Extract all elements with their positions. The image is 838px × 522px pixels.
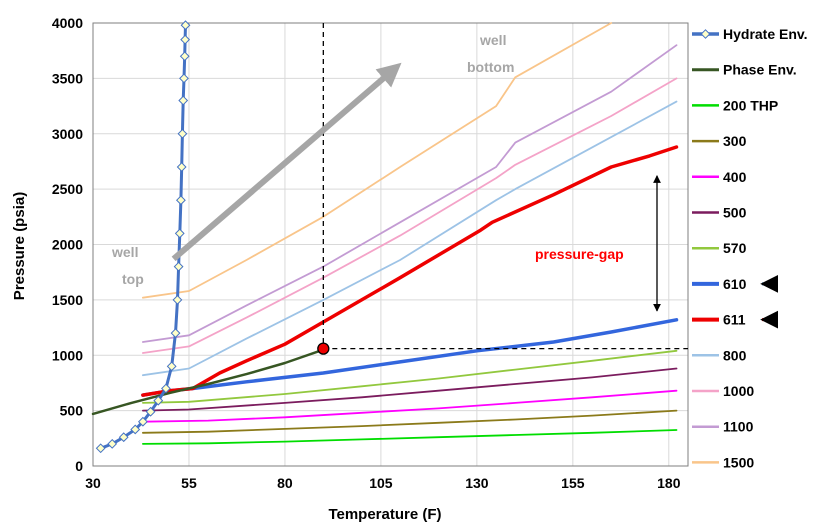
y-tick-label: 1500 bbox=[52, 292, 83, 308]
legend-label-1500: 1500 bbox=[723, 454, 754, 470]
legend-label-hydrate-env: Hydrate Env. bbox=[723, 26, 808, 42]
legend-label-500: 500 bbox=[723, 205, 747, 221]
series-line-phase-env bbox=[91, 348, 325, 416]
legend-label-611: 611 bbox=[723, 312, 746, 328]
series-line-hydrate-env bbox=[99, 23, 187, 450]
legend-label-1100: 1100 bbox=[723, 419, 754, 435]
series-line-1000 bbox=[141, 77, 678, 354]
hydrate-marker bbox=[170, 328, 181, 339]
legend-label-200-thp: 200 THP bbox=[723, 97, 778, 113]
axes: 30 55 80 105 130 155 180 0 500 1000 1500 2000 2500 30… bbox=[52, 15, 689, 491]
hydrate-marker bbox=[180, 34, 191, 45]
y-tick-label: 2000 bbox=[52, 237, 83, 253]
well-bottom-label-line2: bottom bbox=[467, 59, 514, 75]
well-top-label-line1: well bbox=[111, 244, 138, 260]
series-line-610 bbox=[141, 318, 679, 397]
y-tick-label: 3500 bbox=[52, 70, 83, 86]
legend-label-300: 300 bbox=[723, 133, 747, 149]
series-line-800 bbox=[141, 100, 678, 377]
legend-label-570: 570 bbox=[723, 240, 747, 256]
series-line-500 bbox=[141, 367, 678, 412]
y-tick-label: 1000 bbox=[52, 347, 83, 363]
hydrate-marker bbox=[173, 261, 184, 272]
hydrate-marker bbox=[179, 51, 190, 62]
y-tick-label: 3000 bbox=[52, 126, 83, 142]
series-line-570 bbox=[141, 349, 678, 404]
y-tick-label: 0 bbox=[75, 458, 83, 474]
annotations: well top well bottom pressure-gap bbox=[111, 23, 688, 355]
hydrate-marker bbox=[177, 128, 188, 139]
well-top-label-line2: top bbox=[122, 271, 144, 287]
x-tick-label: 130 bbox=[465, 475, 489, 491]
hydrate-marker bbox=[161, 383, 171, 394]
hydrate-marker bbox=[175, 195, 186, 206]
hydrate-marker bbox=[118, 432, 129, 443]
markers-group bbox=[95, 20, 191, 454]
operating-point-marker bbox=[317, 342, 330, 355]
legend-label-800: 800 bbox=[723, 347, 747, 363]
y-tick-label: 500 bbox=[60, 403, 84, 419]
series-line-200-thp bbox=[141, 429, 678, 445]
hydrate-marker bbox=[107, 438, 118, 449]
hydrate-marker bbox=[174, 228, 185, 239]
x-tick-label: 55 bbox=[181, 475, 197, 491]
legend-label-610: 610 bbox=[723, 276, 747, 292]
hydrate-marker bbox=[176, 162, 187, 172]
legend-label-400: 400 bbox=[723, 169, 747, 185]
series-line-400 bbox=[141, 389, 678, 423]
series-line-300 bbox=[141, 409, 678, 434]
series-line-1500 bbox=[141, 22, 613, 299]
well-direction-arrow bbox=[171, 62, 402, 262]
x-tick-label: 155 bbox=[561, 475, 585, 491]
legend-label-1000: 1000 bbox=[723, 383, 754, 399]
hydrate-marker bbox=[178, 95, 189, 106]
series-line-611 bbox=[141, 145, 679, 397]
y-tick-label: 2500 bbox=[52, 181, 83, 197]
legend: Hydrate Env. Phase Env. 200 THP 300 400 500 57… bbox=[692, 26, 808, 470]
hydrate-marker bbox=[166, 361, 177, 372]
y-tick-label: 4000 bbox=[52, 15, 83, 31]
x-tick-label: 80 bbox=[277, 475, 293, 491]
x-tick-label: 30 bbox=[85, 475, 101, 491]
x-tick-label: 180 bbox=[657, 475, 681, 491]
x-axis-title: Temperature (F) bbox=[328, 506, 441, 522]
hydrate-marker bbox=[180, 20, 191, 31]
hydrate-marker bbox=[137, 416, 148, 427]
legend-label-phase-env: Phase Env. bbox=[723, 62, 797, 78]
hydrate-marker bbox=[153, 395, 164, 406]
x-tick-label: 105 bbox=[369, 475, 393, 491]
y-axis-title: Pressure (psia) bbox=[11, 192, 28, 300]
hydrate-marker bbox=[179, 73, 189, 84]
hydrate-marker bbox=[172, 294, 183, 305]
series-line-1100 bbox=[141, 44, 678, 343]
pressure-gap-label: pressure-gap bbox=[535, 246, 624, 262]
well-bottom-label-line1: well bbox=[479, 32, 506, 48]
hydrate-marker bbox=[145, 406, 156, 417]
hydrate-marker bbox=[95, 443, 106, 454]
hydrate-marker bbox=[130, 424, 141, 435]
plot-frame bbox=[92, 22, 689, 467]
legend-marker-hydrate bbox=[700, 29, 711, 39]
series-group bbox=[91, 22, 679, 450]
